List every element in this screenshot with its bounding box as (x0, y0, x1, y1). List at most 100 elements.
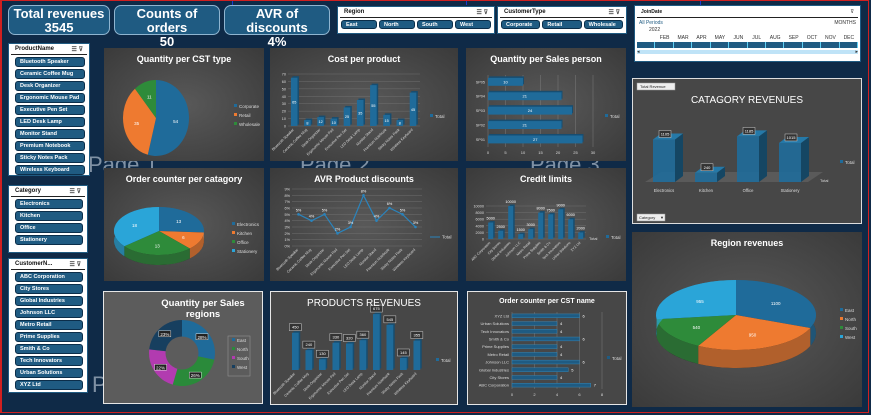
chart-cost-per-product[interactable]: Cost per product 0 10 20 30 40 50 60 70 65 Bluetoo… (270, 48, 458, 161)
data-label: 22% (156, 365, 165, 370)
y-tick-label: 60 (282, 80, 286, 84)
timeline-month-bar[interactable] (674, 42, 693, 48)
slicer-item[interactable]: Bluetooth Speaker (15, 57, 85, 67)
data-label: 7 (594, 383, 597, 388)
slicer-item[interactable]: Prime Supplies (15, 332, 83, 342)
data-label: 8000 (536, 207, 544, 211)
filter-clear-icon[interactable]: ⊽ (78, 47, 83, 53)
x-tick-label: Bluetooth Speaker (272, 371, 296, 395)
bar (291, 332, 299, 370)
timeline-month-bar[interactable] (748, 42, 766, 48)
data-label: 540 (693, 325, 701, 330)
legend-swatch (232, 365, 235, 368)
chart-qty-cst-type[interactable]: Quantity per CST type 54 35 11 Corporate Reta… (104, 48, 264, 161)
slicer-item[interactable]: City Stores (15, 284, 83, 294)
slicer-item[interactable]: South (417, 20, 453, 29)
multi-select-icon[interactable]: ☰ (69, 189, 75, 195)
slicer-item[interactable]: Stationery (15, 235, 83, 245)
chart-qty-sales-person[interactable]: Quantity per Sales person 0 5 10 15 20 25 30 10 S… (466, 48, 626, 161)
chart-order-counter-cst-name[interactable]: Order counter per CST name 0 2 4 6 8 6 XYZ Ltd 4… (467, 291, 627, 405)
data-label: 27 (533, 137, 538, 142)
chart-qty-sales-regions[interactable]: Quantity per Sales regions 28% 26% 22% 23% Ea… (103, 291, 263, 404)
scroll-left-icon[interactable]: ◂ (637, 49, 640, 55)
slicer-item[interactable]: Tech Innovators (15, 356, 83, 366)
slicer-item[interactable]: Johnson LLC (15, 308, 83, 318)
slicer-item[interactable]: Executive Pen Set (15, 105, 85, 115)
timeline-month-bar[interactable] (655, 42, 674, 48)
data-label: 240 (306, 342, 313, 347)
slicer-item[interactable]: Ergonomic Mouse Pad (15, 93, 85, 103)
y-tick-label: 0% (285, 245, 291, 249)
legend-label: Total (441, 358, 451, 363)
filter-clear-icon[interactable]: ⊽ (76, 189, 81, 195)
chart-avr-product-discounts[interactable]: AVR Product discounts 0% 1% 2% 3% 4% 5% 6% 7% 8% 9… (270, 168, 458, 281)
bar (508, 206, 514, 239)
timeline-month-bar[interactable] (729, 42, 748, 48)
kpi-counts-of-orders: Counts of orders 50 (114, 5, 220, 49)
filter-clear-icon[interactable]: ⊽ (615, 10, 620, 16)
y-tick-label: SP05 (476, 80, 485, 84)
slicer-item[interactable]: LED Desk Lamp (15, 117, 85, 127)
data-label: 5% (322, 208, 328, 212)
data-label: 24 (528, 108, 533, 113)
slicer-item[interactable]: Wireless Keyboard (15, 165, 85, 175)
chart-region-revenues[interactable]: Region revenues 1100 950 540 955 East North Sou… (632, 232, 862, 407)
data-label: 2500 (496, 225, 504, 229)
chart-order-counter-category[interactable]: Order counter per catagory 13 6 13 18 Electro… (104, 168, 264, 281)
slicer-item[interactable]: Corporate (501, 20, 541, 29)
timeline-month-label: JUN (733, 35, 744, 41)
slicer-item[interactable]: Ceramic Coffee Mug (15, 69, 85, 79)
data-label: 11 (147, 95, 152, 100)
scroll-right-icon[interactable]: ▸ (855, 49, 858, 55)
slicer-item[interactable]: ABC Corporation (15, 272, 83, 282)
timeline-month-bar[interactable] (766, 42, 785, 48)
slicer-item[interactable]: Desk Organizer (15, 81, 85, 91)
filter-clear-icon[interactable]: ⊽ (483, 10, 488, 16)
slicer-item[interactable]: East (341, 20, 377, 29)
data-point (401, 213, 404, 216)
timeline-month-bar[interactable] (711, 42, 730, 48)
data-label: 4 (560, 344, 563, 349)
timeline-level-selector[interactable]: MONTHS (834, 20, 856, 26)
filter-clear-icon[interactable]: ⊽ (76, 262, 81, 268)
timeline-month-bar[interactable] (637, 42, 656, 48)
slicer-item[interactable]: XYZ Ltd (15, 380, 83, 390)
data-label-box (658, 130, 672, 138)
slicer-item[interactable]: Premium Notebook (15, 141, 85, 151)
x-tick-label: Electronics (654, 188, 674, 193)
multi-select-icon[interactable]: ☰ (608, 10, 614, 16)
slicer-item[interactable]: Kitchen (15, 211, 83, 221)
timeline-scrollbar[interactable]: ◂ ▸ (637, 49, 858, 55)
chart-category-revenues[interactable]: CATAGORY REVENUES Total Revenue 1105 Electr… (632, 78, 862, 224)
chart-credit-limits[interactable]: Credit limits 0 2000 4000 6000 8000 10000 5000 A… (466, 168, 626, 281)
slicer-item[interactable]: Sticky Notes Pack (15, 153, 85, 163)
slicer-item[interactable]: Wholesale (583, 20, 623, 29)
data-label-box (302, 340, 316, 349)
slicer-item[interactable]: Monitor Stand (15, 129, 85, 139)
timeline-month-label: MAY (714, 35, 726, 41)
slicer-item[interactable]: Smith & Co (15, 344, 83, 354)
chart-products-revenues[interactable]: PRODUCTS REVENUES 450 Bluetooth Speaker 240… (270, 291, 458, 405)
timeline-month-bar[interactable] (692, 42, 711, 48)
slicer-item[interactable]: West (455, 20, 491, 29)
legend-label: Total (611, 235, 621, 240)
timeline-month-bar[interactable] (784, 42, 803, 48)
filter-clear-icon[interactable]: ⊽ (850, 9, 854, 15)
multi-select-icon[interactable]: ☰ (69, 262, 75, 268)
multi-select-icon[interactable]: ☰ (476, 10, 482, 16)
slicer-item[interactable]: Office (15, 223, 83, 233)
slicer-item[interactable]: Global Industries (15, 296, 83, 306)
slicer-item[interactable]: Metro Retail (15, 320, 83, 330)
multi-select-icon[interactable]: ☰ (71, 47, 77, 53)
timeline-month-bar[interactable] (840, 42, 859, 48)
bar (511, 352, 558, 357)
slicer-item[interactable]: Retail (542, 20, 582, 29)
bar (488, 222, 494, 239)
slicer-item[interactable]: Electronics (15, 199, 83, 209)
slicer-item[interactable]: Urban Solutions (15, 368, 83, 378)
data-label: 4% (374, 215, 380, 219)
timeline-month-bar[interactable] (821, 42, 840, 48)
slicer-item[interactable]: North (379, 20, 415, 29)
timeline-month-bar[interactable] (803, 42, 822, 48)
x-tick-label: 15 (538, 150, 543, 155)
